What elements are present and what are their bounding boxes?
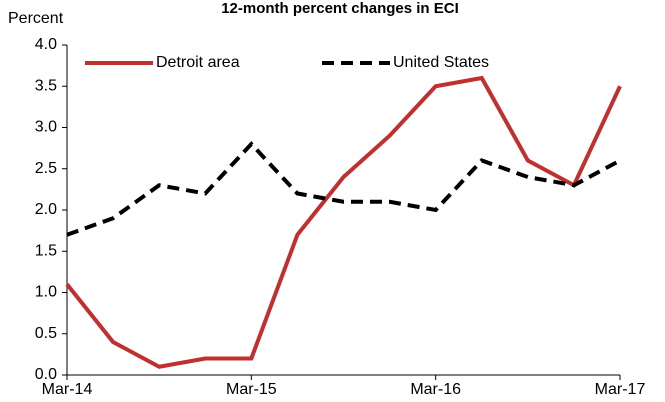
y-tick-label: 1.0 — [35, 284, 57, 301]
x-tick-label: Mar-17 — [595, 381, 646, 398]
y-tick-label: 4.0 — [35, 36, 57, 53]
y-tick-label: 0.5 — [35, 325, 57, 342]
y-tick-label: 2.5 — [35, 160, 57, 177]
y-tick-label: 3.5 — [35, 77, 57, 94]
y-tick-label: 2.0 — [35, 201, 57, 218]
y-tick-label: 0.0 — [35, 366, 57, 383]
legend-label: United States — [393, 54, 489, 71]
y-tick-label: 3.0 — [35, 119, 57, 136]
x-tick-label: Mar-15 — [226, 381, 277, 398]
series-line — [65, 75, 622, 369]
legend-label: Detroit area — [156, 54, 240, 71]
y-axis-label: Percent — [8, 10, 64, 27]
chart-title: 12-month percent changes in ECI — [221, 0, 459, 17]
x-tick-label: Mar-14 — [42, 381, 93, 398]
y-tick-label: 1.5 — [35, 242, 57, 259]
series-line — [66, 141, 621, 237]
x-tick-label: Mar-16 — [410, 381, 461, 398]
